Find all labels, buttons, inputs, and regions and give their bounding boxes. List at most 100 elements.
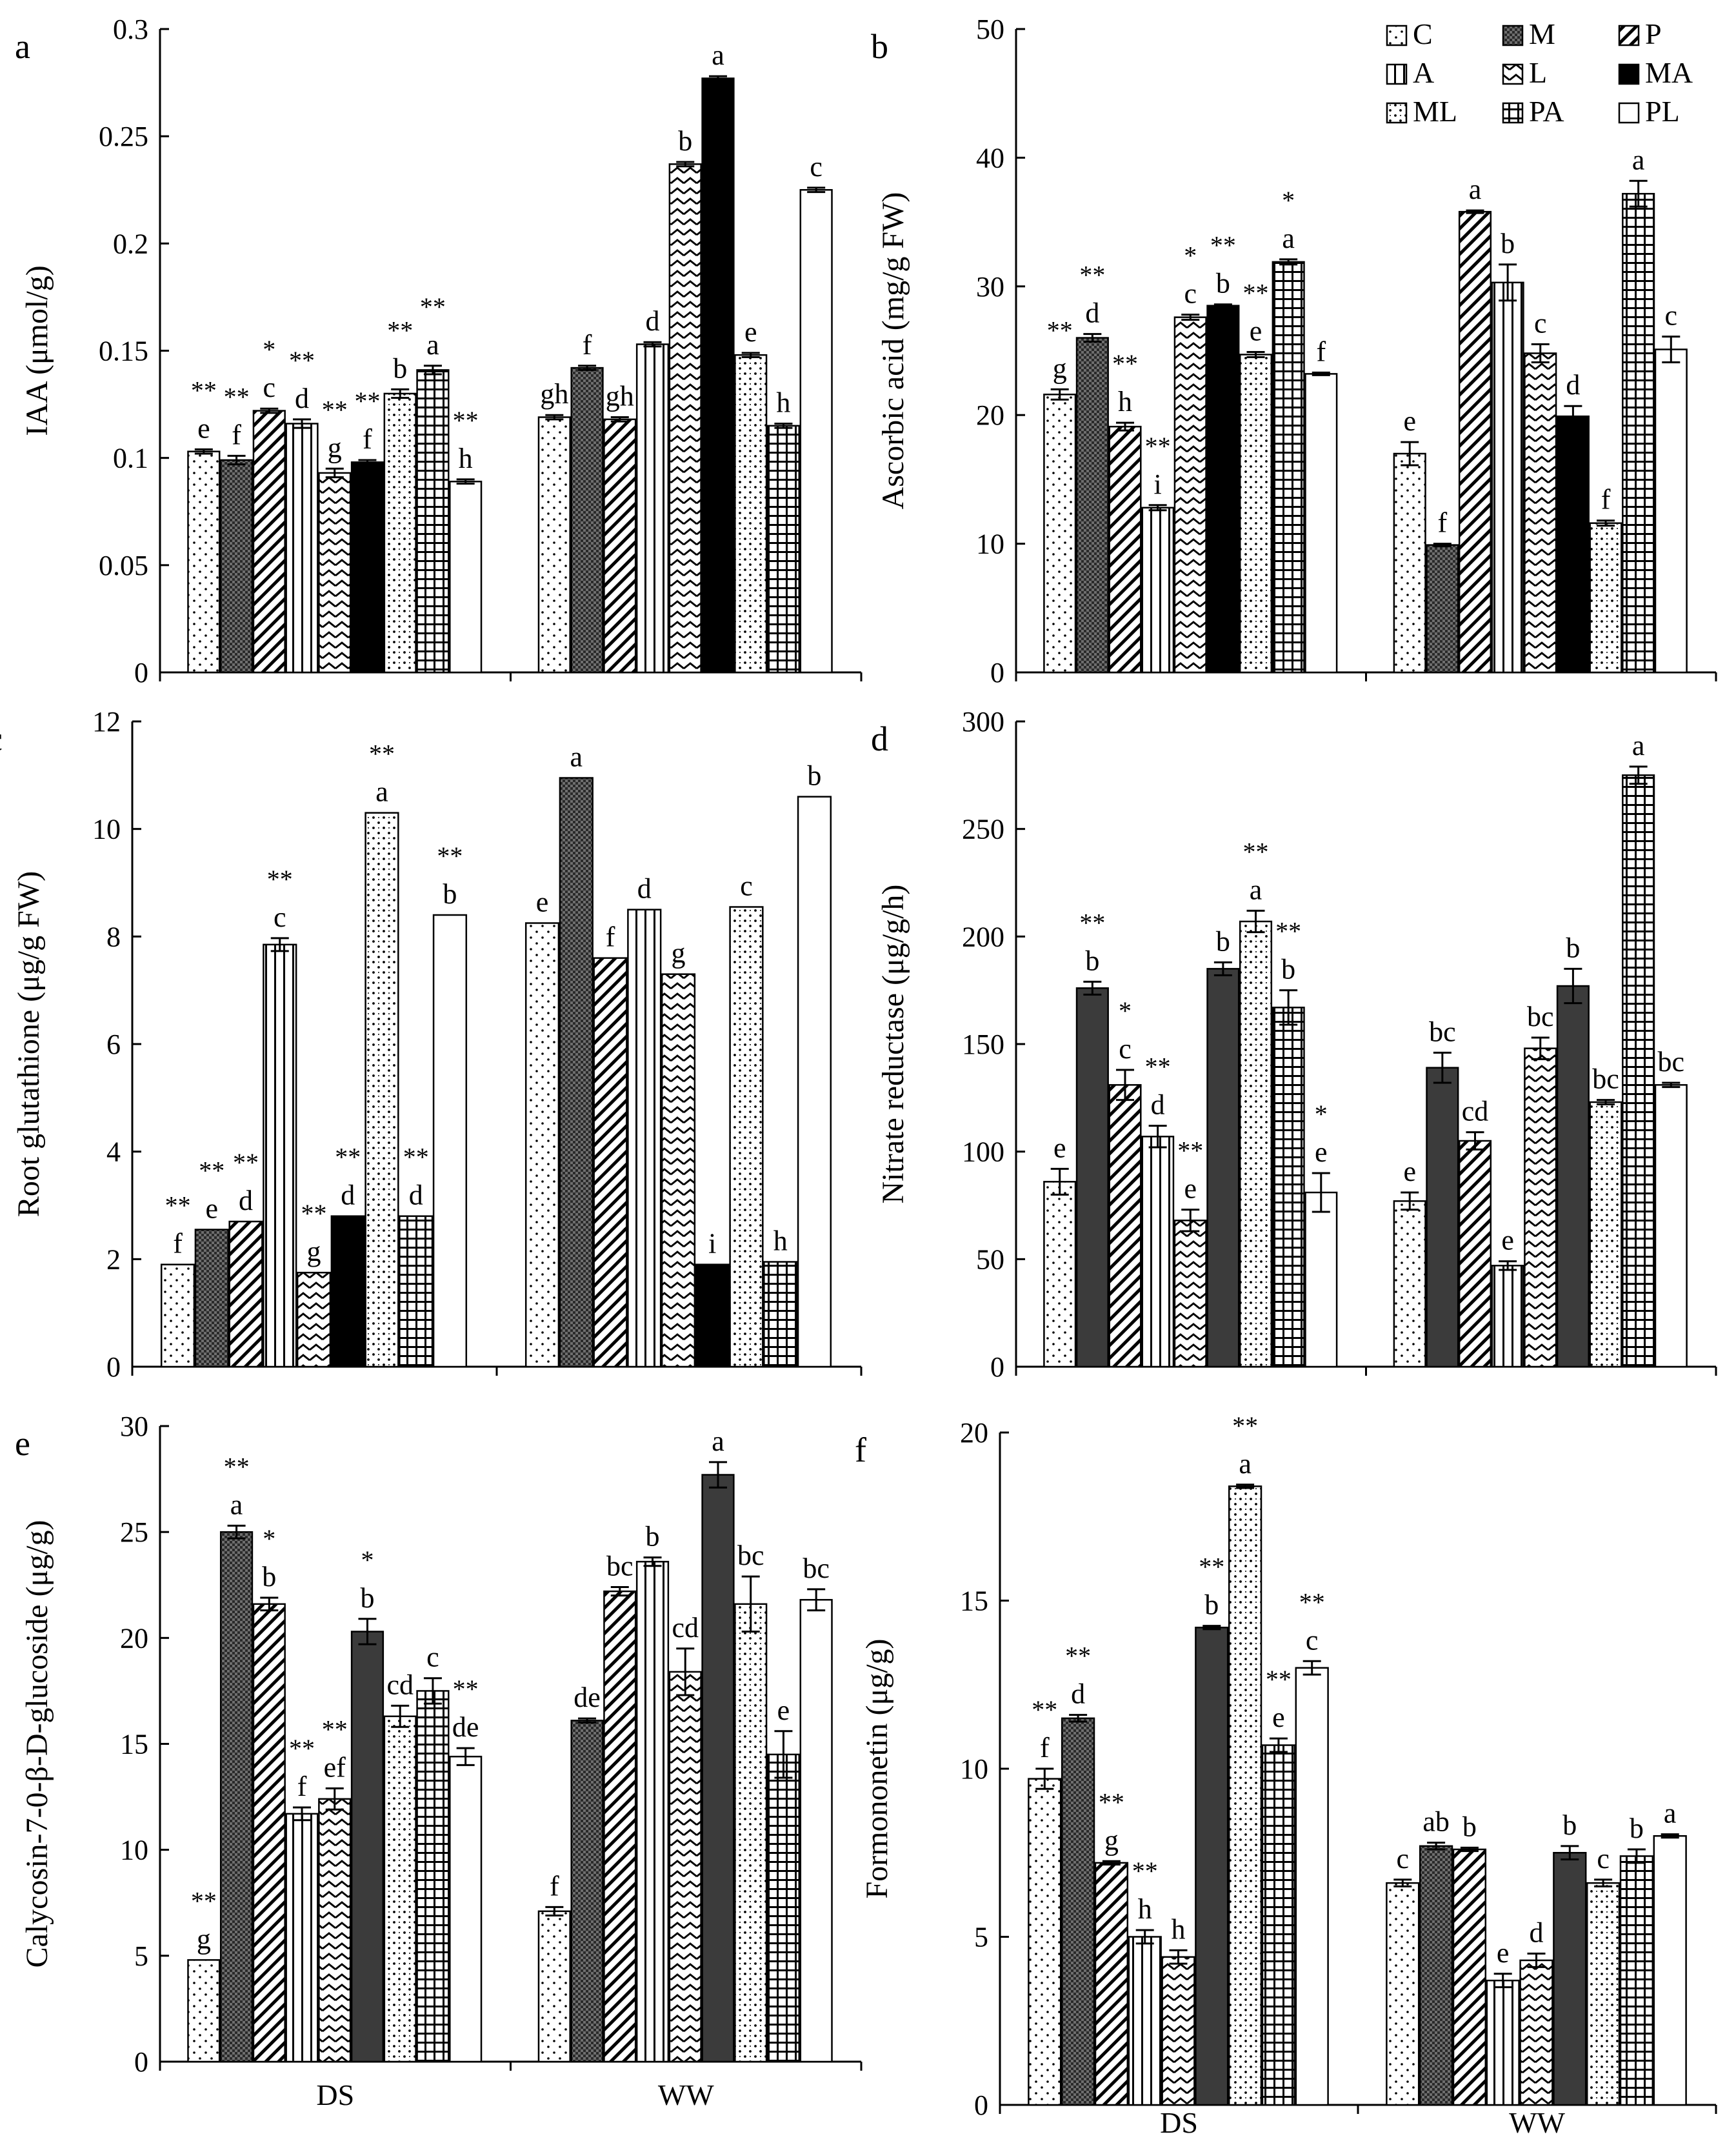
bar-PL-DS [1304,1191,1338,1368]
significance-letter: d [295,383,309,414]
significance-letter: e [1315,1136,1328,1168]
significance-stars: ** [1243,278,1269,307]
bar-PA-WW [1622,192,1655,674]
y-tick-label: 10 [120,1835,148,1866]
significance-letter: bc [1527,1001,1554,1032]
bar-A-DS [1141,507,1175,674]
y-tick-label: 20 [976,399,1004,431]
significance-letter: b [1501,228,1515,259]
bar-C-DS [187,450,221,674]
bar-PL-WW [799,189,833,674]
significance-letter: f [583,329,592,361]
significance-letter: b [262,1561,276,1593]
legend-label-P: P [1645,17,1662,50]
legend-swatch-ML [1386,102,1408,124]
bar-P-WW [1458,210,1492,674]
significance-letter: de [452,1711,479,1743]
significance-letter: cd [1462,1096,1489,1127]
bar-ML-WW [734,354,768,674]
significance-letter: h [776,387,790,418]
significance-stars: ** [1145,1052,1171,1081]
significance-stars: ** [354,387,380,416]
significance-letter: bc [803,1553,830,1584]
y-tick-label: 200 [962,921,1004,952]
panel-letter: a [15,27,30,66]
significance-letter: b [1630,1813,1644,1844]
legend-label-L: L [1529,56,1547,89]
bar-A-DS [1128,1936,1162,2106]
bar-PL-DS [449,1755,483,2063]
y-tick-label: 0.05 [99,550,148,581]
group-label-WW: WW [658,2078,714,2111]
significance-stars: ** [233,1148,259,1177]
y-tick-label: 2 [106,1243,121,1275]
bar-MA-DS [1206,305,1240,674]
significance-stars: ** [191,1886,217,1915]
panel-letter: f [855,1431,866,1469]
significance-stars: ** [1199,1553,1224,1582]
y-tick-label: 6 [106,1029,121,1060]
y-tick-label: 0.25 [99,121,148,152]
y-tick-label: 25 [120,1516,148,1548]
bar-P-DS [252,1603,286,2063]
significance-letter: e [1403,1156,1416,1187]
bar-L-WW [668,1671,702,2063]
bar-P-WW [603,1590,637,2063]
bar-ML-WW [1589,522,1622,674]
significance-letter: bc [606,1551,634,1582]
significance-letter: ef [324,1751,346,1783]
y-tick-label: 0.3 [113,14,148,45]
bar-L-WW [1524,1047,1557,1368]
significance-letter: e [1501,1225,1514,1256]
bar-P-DS [1108,425,1142,674]
bar-P-WW [593,957,628,1368]
significance-letter: f [1040,1732,1050,1764]
significance-letter: d [1530,1917,1544,1949]
bar-MA-DS [1206,968,1240,1368]
bar-P-WW [1458,1140,1492,1368]
bar-MA-DS [330,1215,365,1368]
bar-MA-WW [701,77,735,674]
significance-letter: c [810,151,823,183]
significance-letter: gh [540,378,568,410]
significance-letter: h [1138,1893,1152,1925]
legend-swatch-MA [1618,63,1640,85]
y-tick-label: 10 [92,814,121,845]
y-tick-label: 300 [962,706,1004,738]
significance-letter: d [637,873,652,905]
significance-letter: b [443,878,457,910]
bar-P-DS [1108,1084,1142,1368]
bar-PL-DS [1304,373,1338,674]
significance-letter: d [1566,369,1580,401]
significance-letter: c [1534,308,1547,339]
significance-letter: b [1204,1589,1219,1621]
bar-C-WW [1393,452,1426,674]
bar-M-DS [194,1229,229,1368]
bar-ML-DS [364,812,399,1368]
significance-letter: f [1438,507,1448,539]
significance-stars: ** [1065,1642,1091,1671]
significance-letter: a [1469,174,1482,205]
significance-letter: b [1566,932,1580,963]
significance-letter: c [1397,1843,1410,1875]
y-tick-label: 0.2 [113,228,148,259]
significance-letter: c [740,870,753,902]
significance-letter: d [1151,1089,1165,1121]
bar-ML-WW [729,906,764,1368]
bar-ML-DS [1228,1485,1262,2106]
y-tick-label: 0 [974,2089,988,2121]
significance-letter: c [274,901,286,933]
bar-M-DS [219,459,254,674]
bar-PL-WW [1654,1084,1688,1368]
group-label-DS: DS [316,2078,354,2111]
significance-stars: ** [369,739,395,769]
significance-letter: d [1071,1678,1085,1710]
significance-letter: d [409,1180,423,1211]
y-axis-label: IAA (μmol/g) [20,265,54,436]
group-label-DS: DS [1160,2106,1198,2139]
significance-letter: b [360,1582,374,1614]
significance-stars: ** [1275,917,1301,946]
legend-label-M: M [1529,17,1555,50]
significance-letter: f [173,1228,183,1260]
significance-stars: * [263,335,275,364]
